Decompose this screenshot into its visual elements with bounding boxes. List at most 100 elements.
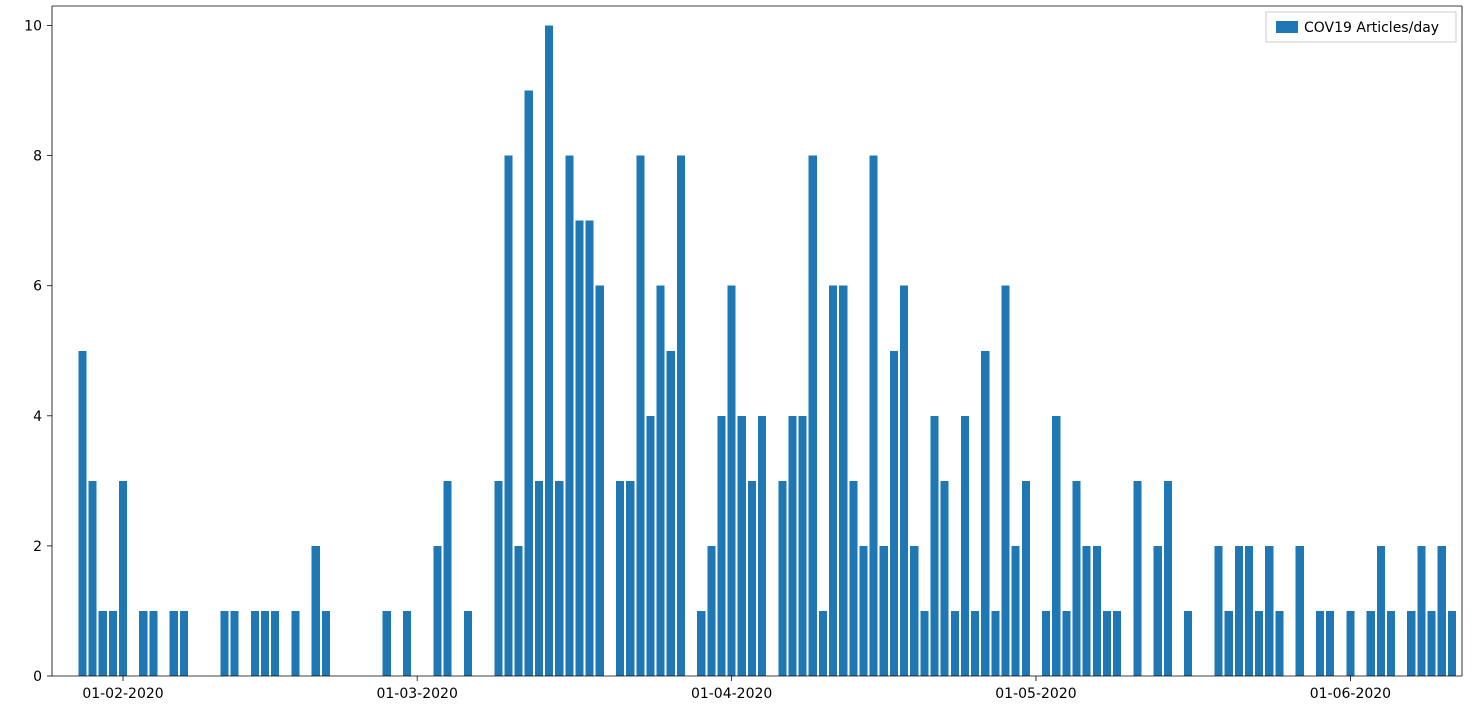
bar bbox=[1448, 611, 1456, 676]
bar bbox=[1316, 611, 1324, 676]
bar bbox=[758, 416, 766, 676]
bar bbox=[515, 546, 523, 676]
bar bbox=[525, 91, 533, 676]
bar bbox=[170, 611, 178, 676]
bar bbox=[251, 611, 259, 676]
bar bbox=[991, 611, 999, 676]
bar bbox=[677, 156, 685, 676]
bar bbox=[312, 546, 320, 676]
bar bbox=[1093, 546, 1101, 676]
bar bbox=[1346, 611, 1354, 676]
bar bbox=[1326, 611, 1334, 676]
bar bbox=[697, 611, 705, 676]
x-tick-label: 01-03-2020 bbox=[376, 686, 457, 702]
bar bbox=[799, 416, 807, 676]
bar bbox=[1042, 611, 1050, 676]
bar bbox=[1184, 611, 1192, 676]
bar bbox=[626, 481, 634, 676]
x-tick-label: 01-05-2020 bbox=[995, 686, 1076, 702]
bar bbox=[464, 611, 472, 676]
bar bbox=[433, 546, 441, 676]
x-tick-label: 01-04-2020 bbox=[691, 686, 772, 702]
bar bbox=[586, 221, 594, 676]
bar bbox=[920, 611, 928, 676]
bar bbox=[271, 611, 279, 676]
bar bbox=[180, 611, 188, 676]
bar bbox=[616, 481, 624, 676]
bar bbox=[1133, 481, 1141, 676]
bar bbox=[291, 611, 299, 676]
bar bbox=[748, 481, 756, 676]
bar bbox=[890, 351, 898, 676]
y-tick-label: 2 bbox=[33, 539, 42, 555]
bar bbox=[403, 611, 411, 676]
bar bbox=[859, 546, 867, 676]
bar bbox=[738, 416, 746, 676]
bar bbox=[504, 156, 512, 676]
bar bbox=[139, 611, 147, 676]
bar bbox=[322, 611, 330, 676]
bar bbox=[1367, 611, 1375, 676]
bar bbox=[1428, 611, 1436, 676]
bar bbox=[99, 611, 107, 676]
bar bbox=[1407, 611, 1415, 676]
bar bbox=[149, 611, 157, 676]
bar bbox=[555, 481, 563, 676]
bar bbox=[788, 416, 796, 676]
bar bbox=[1387, 611, 1395, 676]
bar bbox=[657, 286, 665, 676]
bar bbox=[809, 156, 817, 676]
bar bbox=[839, 286, 847, 676]
chart-container: 024681001-02-202001-03-202001-04-202001-… bbox=[0, 0, 1472, 716]
bar bbox=[575, 221, 583, 676]
bar bbox=[1255, 611, 1263, 676]
bar bbox=[565, 156, 573, 676]
bar bbox=[819, 611, 827, 676]
bar bbox=[1154, 546, 1162, 676]
bar bbox=[220, 611, 228, 676]
bar bbox=[535, 481, 543, 676]
bar bbox=[930, 416, 938, 676]
bar bbox=[1214, 546, 1222, 676]
bar bbox=[667, 351, 675, 676]
bar bbox=[1103, 611, 1111, 676]
bar bbox=[910, 546, 918, 676]
x-tick-label: 01-02-2020 bbox=[82, 686, 163, 702]
bar bbox=[1052, 416, 1060, 676]
bar bbox=[109, 611, 117, 676]
bar bbox=[728, 286, 736, 676]
bar bbox=[1113, 611, 1121, 676]
bar bbox=[596, 286, 604, 676]
bar bbox=[1012, 546, 1020, 676]
bar bbox=[119, 481, 127, 676]
bar bbox=[880, 546, 888, 676]
bar bbox=[1377, 546, 1385, 676]
bar bbox=[444, 481, 452, 676]
bar-chart: 024681001-02-202001-03-202001-04-202001-… bbox=[0, 0, 1472, 716]
bar bbox=[1235, 546, 1243, 676]
bar bbox=[849, 481, 857, 676]
y-tick-label: 8 bbox=[33, 149, 42, 165]
bar bbox=[941, 481, 949, 676]
bar bbox=[971, 611, 979, 676]
bar bbox=[383, 611, 391, 676]
bar bbox=[1296, 546, 1304, 676]
bar bbox=[1417, 546, 1425, 676]
bar bbox=[545, 26, 553, 676]
bar bbox=[870, 156, 878, 676]
bar bbox=[1275, 611, 1283, 676]
bar bbox=[494, 481, 502, 676]
y-tick-label: 4 bbox=[33, 409, 42, 425]
bar bbox=[1438, 546, 1446, 676]
y-tick-label: 6 bbox=[33, 279, 42, 295]
bar bbox=[78, 351, 86, 676]
legend-label: COV19 Articles/day bbox=[1304, 20, 1439, 36]
bar bbox=[951, 611, 959, 676]
bar bbox=[1245, 546, 1253, 676]
bar bbox=[646, 416, 654, 676]
legend-swatch bbox=[1276, 21, 1298, 33]
bar bbox=[981, 351, 989, 676]
bar bbox=[1225, 611, 1233, 676]
bar bbox=[1265, 546, 1273, 676]
bar bbox=[1164, 481, 1172, 676]
